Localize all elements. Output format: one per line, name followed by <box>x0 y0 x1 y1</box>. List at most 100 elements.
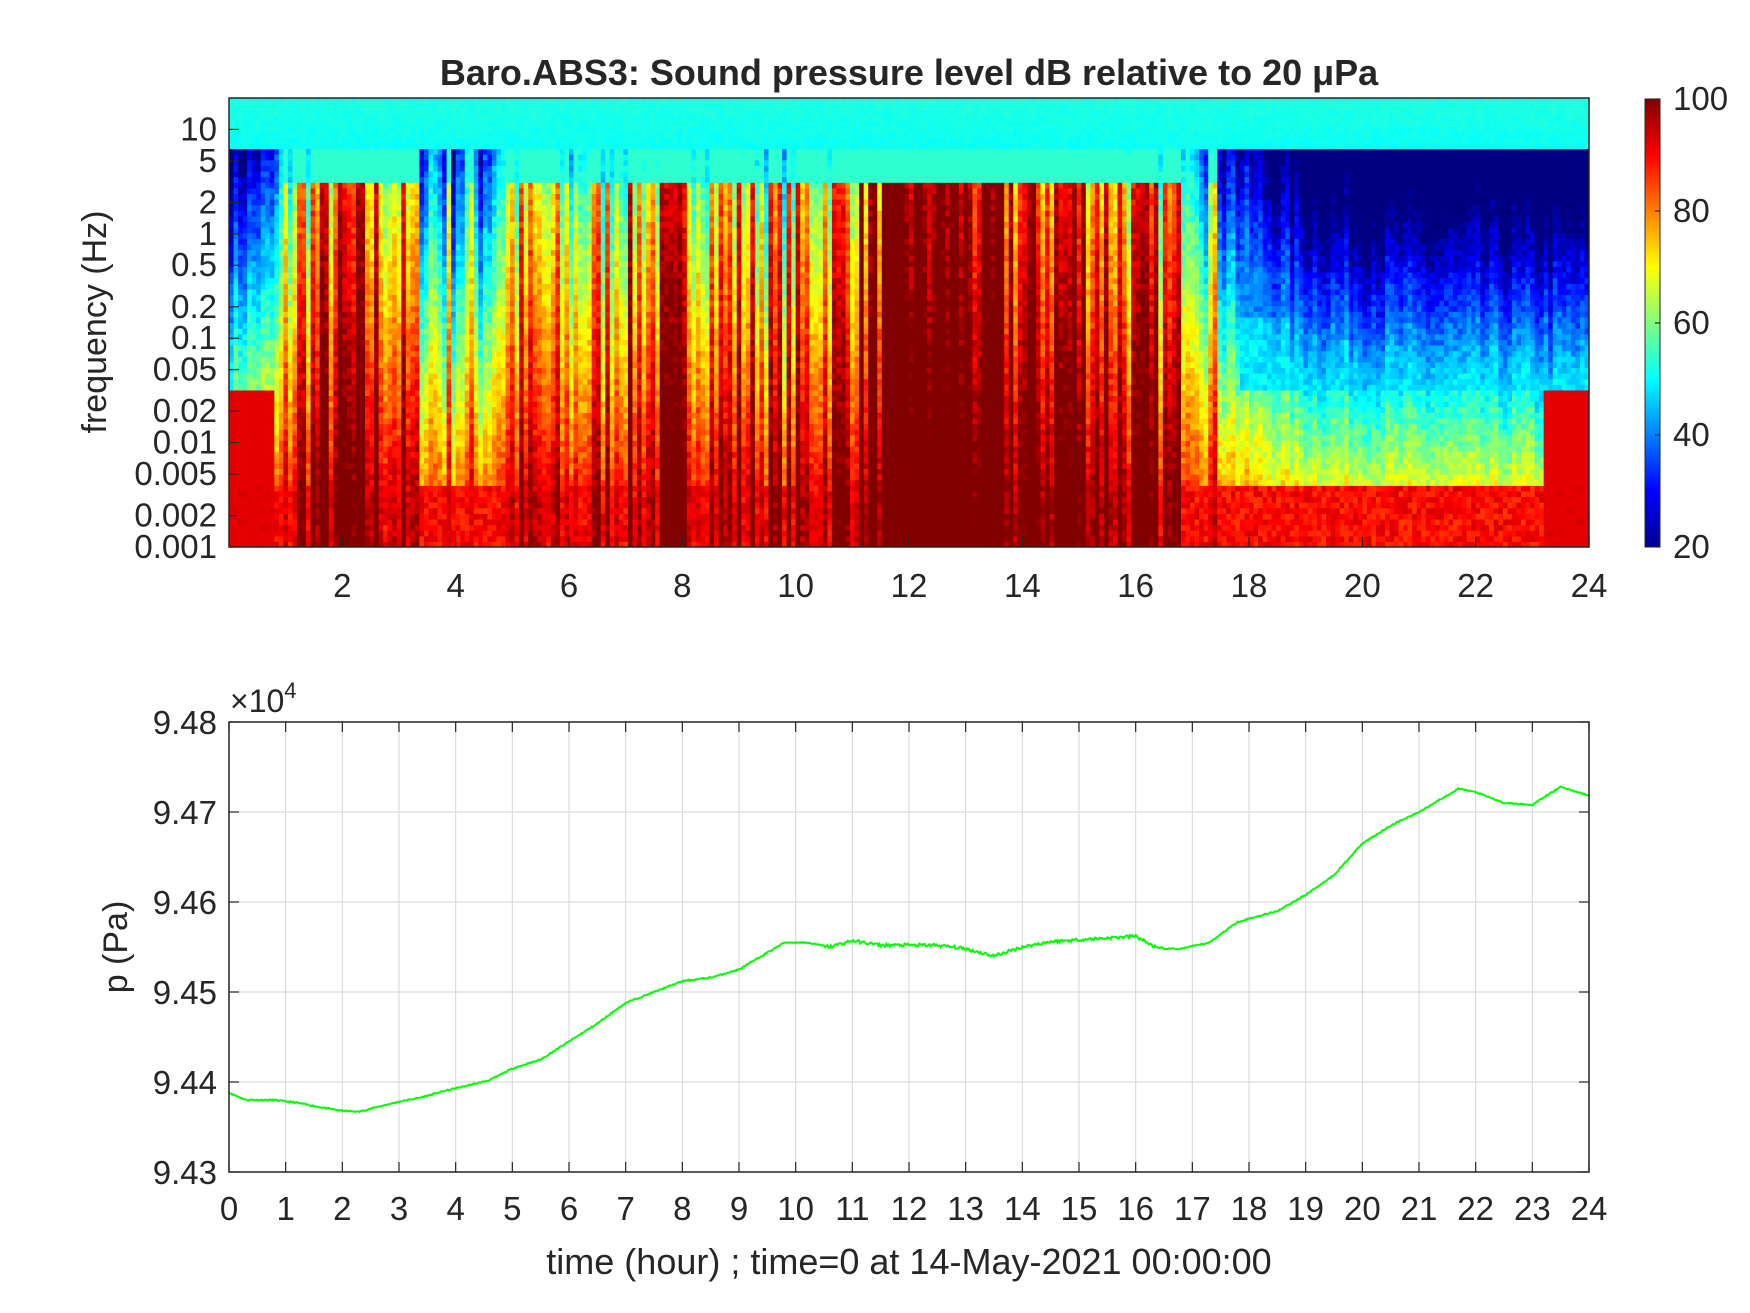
spectrogram-cell <box>1118 513 1123 519</box>
spectrogram-cell <box>850 480 855 486</box>
spectrogram-cell <box>605 468 610 474</box>
spectrogram-cell <box>1136 508 1141 514</box>
spectrogram-cell <box>755 468 760 474</box>
spectrogram-cell <box>261 496 266 502</box>
spectrogram-cell <box>1580 468 1585 474</box>
spectrogram-cell <box>954 536 959 542</box>
spectrogram-cell <box>1458 468 1463 474</box>
spectrogram-cell <box>379 463 384 469</box>
spectrogram-cell <box>1412 457 1417 463</box>
spectrogram-cell <box>773 519 778 525</box>
spectrogram-cell <box>891 519 896 525</box>
spectrogram-cell <box>474 491 479 497</box>
spectrogram-cell <box>827 536 832 542</box>
spectrogram-cell <box>1285 480 1290 486</box>
spectrogram-cell <box>1136 525 1141 531</box>
spectrogram-cell <box>923 485 928 491</box>
spectrogram-cell <box>1004 513 1009 519</box>
spectrogram-cell <box>1548 474 1553 480</box>
spectrogram-cell <box>247 463 252 469</box>
spectrogram-cell <box>351 480 356 486</box>
spectrogram-cell <box>859 480 864 486</box>
spectrogram-cell <box>360 502 365 508</box>
spectrogram-cell <box>1444 530 1449 536</box>
spectrogram-cell <box>682 463 687 469</box>
spectrogram-cell <box>619 508 624 514</box>
spectrogram-cell <box>1000 513 1005 519</box>
spectrogram-cell <box>1530 480 1535 486</box>
spectrogram-cell <box>841 496 846 502</box>
spectrogram-cell <box>982 480 987 486</box>
spectrogram-title: Baro.ABS3: Sound pressure level dB relat… <box>440 52 1379 93</box>
spectrogram-cell <box>1140 457 1145 463</box>
spectrogram-cell <box>1467 457 1472 463</box>
spectrogram-cell <box>1521 468 1526 474</box>
spectrogram-cell <box>1299 468 1304 474</box>
spectrogram-cell <box>592 457 597 463</box>
spectrogram-cell <box>338 502 343 508</box>
spectrogram-cell <box>782 513 787 519</box>
spectrogram-cell <box>982 508 987 514</box>
spectrogram-cell <box>1385 525 1390 531</box>
spectrogram-cell <box>614 508 619 514</box>
spectrogram-cell <box>895 508 900 514</box>
spectrogram-cell <box>1009 485 1014 491</box>
spectrogram-cell <box>1276 519 1281 525</box>
spectrogram-cell <box>1167 485 1172 491</box>
spectrogram-cell <box>1344 530 1349 536</box>
spectrogram-cell <box>1022 519 1027 525</box>
spectrogram-cell <box>719 491 724 497</box>
spectrogram-cell <box>1439 502 1444 508</box>
spectrogram-cell <box>370 508 375 514</box>
spectrogram-cell <box>1086 452 1091 458</box>
spectrogram-cell <box>1050 474 1055 480</box>
spectrogram-cell <box>750 474 755 480</box>
spectrogram-cell <box>238 452 243 458</box>
spectrogram-cell <box>247 457 252 463</box>
spectrogram-cell <box>664 457 669 463</box>
spectrogram-cell <box>419 508 424 514</box>
spectrogram-cell <box>1362 508 1367 514</box>
spectrogram-cell <box>365 496 370 502</box>
spectrogram-cell <box>1068 491 1073 497</box>
spectrogram-cell <box>1480 519 1485 525</box>
spectrogram-cell <box>1068 457 1073 463</box>
spectrogram-cell <box>1340 468 1345 474</box>
spectrogram-cell <box>982 530 987 536</box>
spectrogram-cell <box>1095 508 1100 514</box>
spectrogram-cell <box>1453 513 1458 519</box>
spectrogram-cell <box>1000 496 1005 502</box>
spectrogram-cell <box>1294 463 1299 469</box>
spectrogram-cell <box>1530 468 1535 474</box>
spectrogram-cell <box>1566 525 1571 531</box>
spectrogram-cell <box>397 519 402 525</box>
spectrogram-cell <box>873 508 878 514</box>
spectrogram-cell <box>710 525 715 531</box>
spectrogram-cell <box>1249 468 1254 474</box>
spectrogram-cell <box>1557 530 1562 536</box>
spectrogram-cell <box>1226 474 1231 480</box>
spectrogram-cell <box>256 491 261 497</box>
spectrogram-cell <box>324 525 329 531</box>
spectrogram-cell <box>397 496 402 502</box>
spectrogram-cell <box>614 502 619 508</box>
spectrogram-cell <box>401 530 406 536</box>
spectrogram-cell <box>1539 536 1544 542</box>
spectrogram-cell <box>1331 502 1336 508</box>
spectrogram-cell <box>759 463 764 469</box>
spectrogram-cell <box>583 463 588 469</box>
spectrogram-cell <box>655 502 660 508</box>
spectrogram-cell <box>1299 457 1304 463</box>
spectrogram-cell <box>1335 525 1340 531</box>
spectrogram-cell <box>1276 474 1281 480</box>
spectrogram-cell <box>537 519 542 525</box>
spectrogram-cell <box>728 463 733 469</box>
spectrogram-cell <box>374 525 379 531</box>
spectrogram-cell <box>351 468 356 474</box>
spectrogram-cell <box>247 496 252 502</box>
spectrogram-cell <box>410 513 415 519</box>
spectrogram-cell <box>1104 457 1109 463</box>
spectrogram-cell <box>682 496 687 502</box>
spectrogram-cell <box>1353 485 1358 491</box>
spectrogram-cell <box>1249 530 1254 536</box>
